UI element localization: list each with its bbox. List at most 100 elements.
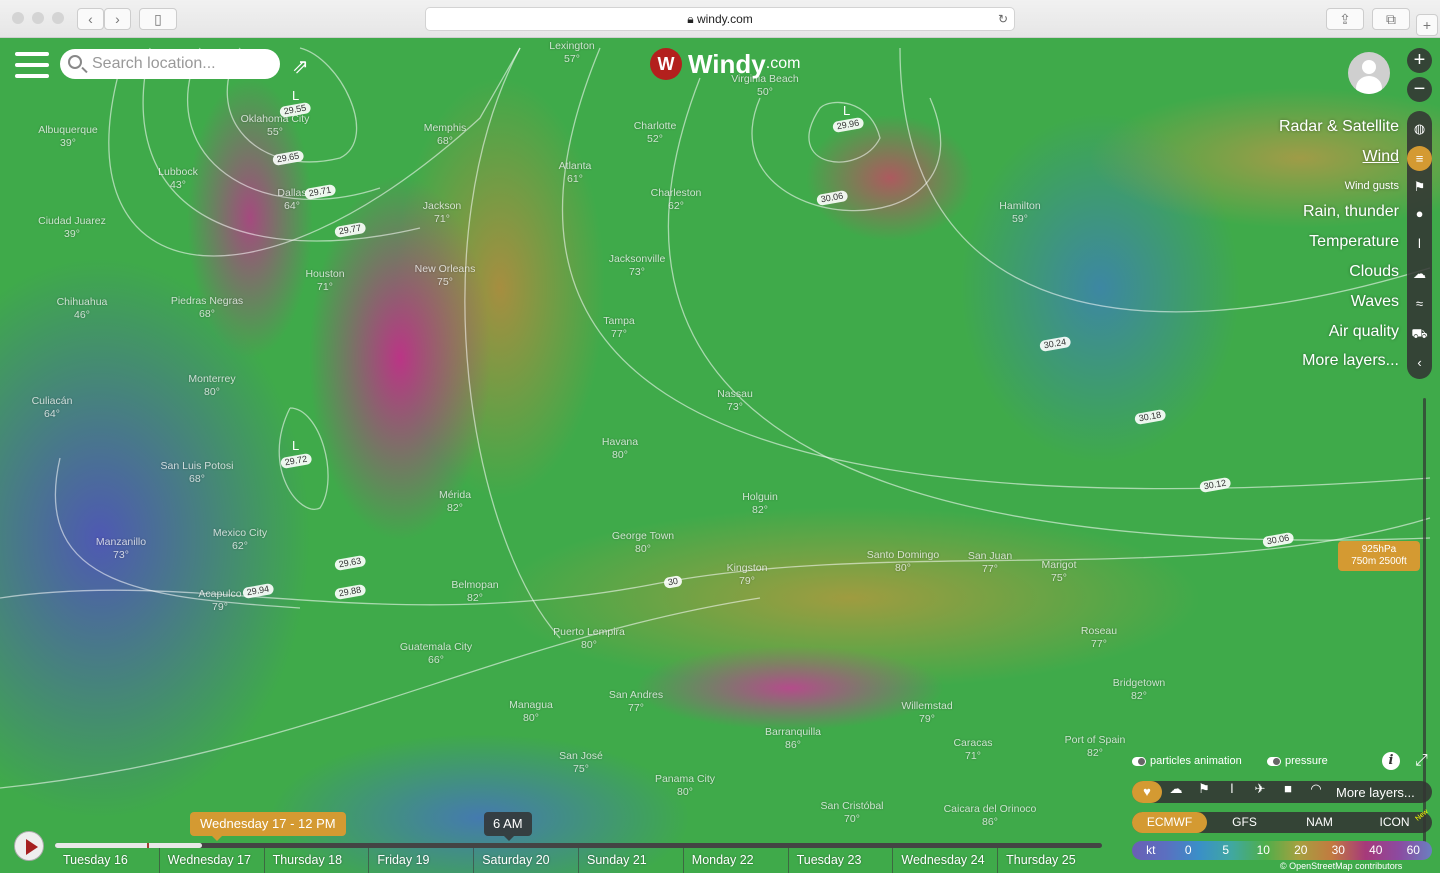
city-label[interactable]: Holguin 82° <box>742 491 778 517</box>
timeline-day[interactable]: Wednesday 17 <box>158 848 264 873</box>
user-avatar[interactable] <box>1348 52 1390 94</box>
zoom-out-button[interactable]: − <box>1407 77 1432 102</box>
timeline-day[interactable]: Thursday 25 <box>997 848 1102 873</box>
city-label[interactable]: Atlanta 61° <box>559 160 592 186</box>
model-ecmwf[interactable]: ECMWF <box>1132 812 1207 833</box>
globe-icon[interactable]: ◍ <box>1413 121 1426 136</box>
weather-map[interactable]: Lexington 57° Oklahoma City 55° Memphis 68° Al… <box>0 38 1440 873</box>
city-label[interactable]: Santo Domingo 80° <box>867 549 939 575</box>
layer-temperature[interactable]: Temperature <box>1309 233 1399 250</box>
layer-radar-satellite[interactable]: Radar & Satellite <box>1278 118 1399 135</box>
play-button[interactable] <box>14 831 44 861</box>
pressure-toggle[interactable]: pressure <box>1267 755 1328 767</box>
city-label[interactable]: Piedras Negras 68° <box>171 295 243 321</box>
timeline-track[interactable] <box>55 843 1102 848</box>
city-label[interactable]: Monterrey 80° <box>188 373 235 399</box>
timeline-day[interactable]: Saturday 20 <box>473 848 578 873</box>
layer-rain-thunder[interactable]: Rain, thunder <box>1302 203 1399 220</box>
car-icon[interactable]: ⛟ <box>1411 326 1428 341</box>
city-label[interactable]: Caicara del Orinoco 86° <box>944 803 1037 829</box>
city-label[interactable]: New Orleans 75° <box>415 263 476 289</box>
fullscreen-button[interactable]: ⤢ <box>1415 752 1428 769</box>
city-label[interactable]: Lexington 57° <box>549 40 595 66</box>
city-label[interactable]: Albuquerque 39° <box>38 124 98 150</box>
more-layers-button[interactable]: More layers... <box>1336 784 1415 800</box>
share-icon[interactable]: ⇗ <box>292 56 309 78</box>
city-label[interactable]: Memphis 68° <box>424 122 467 148</box>
city-label[interactable]: Manzanillo 73° <box>96 536 146 562</box>
timeline-day[interactable]: Sunday 21 <box>577 848 683 873</box>
city-label[interactable]: Belmopan 82° <box>451 579 498 605</box>
thermometer-icon[interactable]: ǀ <box>1417 236 1422 251</box>
timeline-day[interactable]: Thursday 18 <box>263 848 369 873</box>
city-label[interactable]: Panama City 80° <box>655 773 715 799</box>
layer-wind-gusts[interactable]: Wind gusts <box>1344 180 1399 192</box>
reload-icon[interactable]: ↻ <box>997 12 1008 26</box>
radar-icon[interactable]: ◠ <box>1310 781 1322 796</box>
city-label[interactable]: Chihuahua 46° <box>57 296 108 322</box>
model-nam[interactable]: NAM <box>1306 815 1333 829</box>
forward-button[interactable]: › <box>104 8 131 30</box>
windsock-icon[interactable]: ⚑ <box>1413 179 1426 194</box>
city-label[interactable]: Ciudad Juarez 39° <box>38 215 106 241</box>
altitude-slider[interactable] <box>1423 398 1426 858</box>
wind-speed-legend[interactable]: kt 0 5 10 20 30 40 60 <box>1132 841 1432 860</box>
city-label[interactable]: San Andres 77° <box>609 689 663 715</box>
city-label[interactable]: Acapulco 79° <box>198 588 241 614</box>
thermometer-icon[interactable]: ǀ <box>1230 781 1234 796</box>
city-label[interactable]: Marigot 75° <box>1041 559 1076 585</box>
cloud-icon[interactable]: ☁ <box>1413 266 1426 281</box>
city-label[interactable]: Oklahoma City 55° <box>241 113 310 139</box>
city-label[interactable]: Dallas 64° <box>277 187 306 213</box>
city-label[interactable]: Kingston 79° <box>727 562 768 588</box>
city-label[interactable]: Guatemala City 66° <box>400 641 472 667</box>
city-label[interactable]: Port of Spain 82° <box>1065 734 1126 760</box>
city-label[interactable]: Tampa 77° <box>603 315 635 341</box>
hamburger-menu-button[interactable] <box>15 52 49 78</box>
search-input[interactable]: Search location... <box>60 49 280 79</box>
timeline-day[interactable]: Monday 22 <box>682 848 788 873</box>
current-time-badge[interactable]: Wednesday 17 - 12 PM <box>190 812 346 841</box>
city-label[interactable]: Mérida 82° <box>439 489 471 515</box>
drop-icon[interactable]: ● <box>1415 206 1424 221</box>
city-label[interactable]: Bridgetown 82° <box>1113 677 1166 703</box>
city-label[interactable]: San José 75° <box>559 750 603 776</box>
model-icon[interactable]: ICON <box>1379 815 1410 829</box>
timeline-day[interactable]: Tuesday 23 <box>787 848 893 873</box>
city-label[interactable]: Managua 80° <box>509 699 553 725</box>
maximize-window-button[interactable] <box>52 12 64 24</box>
camera-icon[interactable]: ■ <box>1284 781 1292 796</box>
back-button[interactable]: ‹ <box>77 8 104 30</box>
city-label[interactable]: Willemstad 79° <box>901 700 952 726</box>
layer-wind[interactable]: Wind <box>1362 148 1399 165</box>
cloud-sun-icon[interactable]: ☁ <box>1169 781 1183 796</box>
layer-clouds[interactable]: Clouds <box>1349 263 1399 280</box>
city-label[interactable]: San Cristóbal 70° <box>820 800 883 826</box>
layer-waves[interactable]: Waves <box>1350 293 1399 310</box>
city-label[interactable]: George Town 80° <box>612 530 674 556</box>
city-label[interactable]: Havana 80° <box>602 436 638 462</box>
model-gfs[interactable]: GFS <box>1232 815 1257 829</box>
city-label[interactable]: San Luis Potosi 68° <box>161 460 234 486</box>
city-label[interactable]: Charlotte 52° <box>634 120 677 146</box>
city-label[interactable]: Nassau 73° <box>717 388 753 414</box>
city-label[interactable]: Roseau 77° <box>1081 625 1117 651</box>
share-button[interactable]: ⇪ <box>1326 8 1364 30</box>
city-label[interactable]: Lubbock 43° <box>158 166 198 192</box>
chevron-left-icon[interactable]: ‹ <box>1417 355 1422 370</box>
layer-air-quality[interactable]: Air quality <box>1328 323 1399 340</box>
info-button[interactable]: i <box>1382 752 1400 770</box>
plane-icon[interactable]: ✈ <box>1254 781 1266 796</box>
zoom-in-button[interactable]: + <box>1407 48 1432 73</box>
city-label[interactable]: Mexico City 62° <box>213 527 267 553</box>
minimize-window-button[interactable] <box>32 12 44 24</box>
layer-more-layers-[interactable]: More layers... <box>1302 352 1399 369</box>
city-label[interactable]: Jackson 71° <box>423 200 462 226</box>
city-label[interactable]: Virginia Beach 50° <box>731 73 799 99</box>
city-label[interactable]: Hamilton 59° <box>999 200 1040 226</box>
tabs-button[interactable]: ⧉ <box>1372 8 1410 30</box>
city-label[interactable]: Jacksonville 73° <box>609 253 666 279</box>
close-window-button[interactable] <box>12 12 24 24</box>
timeline-day[interactable]: Friday 19 <box>368 848 473 873</box>
attribution[interactable]: © OpenStreetMap contributors <box>1280 861 1403 871</box>
